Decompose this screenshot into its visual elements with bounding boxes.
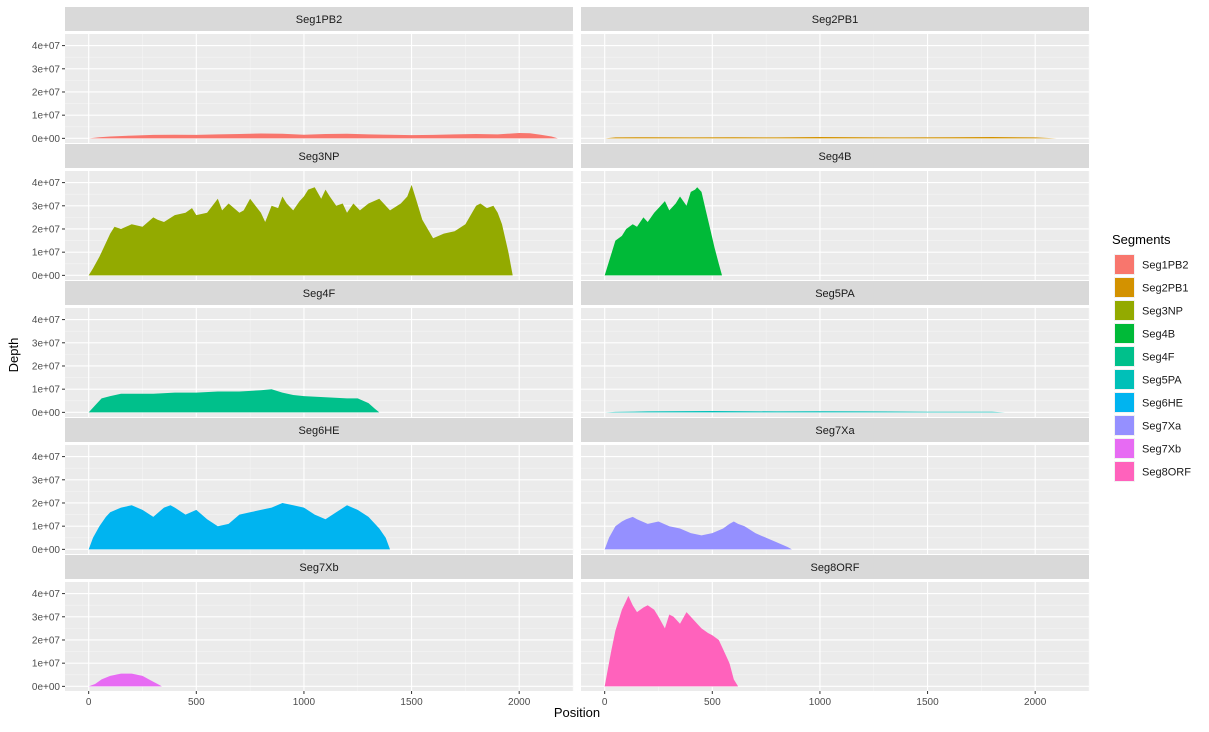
facet-strip-label: Seg7Xb [299, 562, 338, 574]
facet-strip-label: Seg8ORF [811, 562, 860, 574]
legend-swatch [1115, 324, 1134, 343]
y-tick-label: 3e+07 [32, 64, 61, 75]
facet-strip [65, 418, 573, 442]
legend-label: Seg8ORF [1142, 467, 1191, 479]
y-tick-label: 4e+07 [32, 589, 61, 600]
y-tick-label: 2e+07 [32, 361, 61, 372]
legend-label: Seg7Xb [1142, 444, 1181, 456]
panel-background [581, 308, 1089, 417]
facet-strip-label: Seg3NP [299, 151, 340, 163]
y-tick-label: 0e+00 [32, 134, 61, 145]
area-Seg1PB2 [88, 133, 558, 139]
y-tick-label: 1e+07 [32, 659, 61, 670]
legend-label: Seg6HE [1142, 398, 1183, 410]
facet-strip [581, 144, 1089, 168]
x-tick-label: 1500 [400, 697, 423, 708]
legend-swatch [1115, 439, 1134, 458]
x-tick-label: 0 [602, 697, 608, 708]
facet-strip [581, 418, 1089, 442]
y-tick-label: 0e+00 [32, 271, 61, 282]
facet-strip-label: Seg6HE [299, 425, 340, 437]
area-Seg7Xa [604, 516, 792, 550]
y-tick-label: 2e+07 [32, 224, 61, 235]
facet-strip [581, 555, 1089, 579]
area-Seg7Xb [88, 673, 162, 687]
facet-strip-label: Seg1PB2 [296, 14, 342, 26]
y-tick-label: 1e+07 [32, 385, 61, 396]
y-tick-label: 0e+00 [32, 545, 61, 556]
facet-strip-label: Seg4F [303, 288, 336, 300]
facet-strip [65, 144, 573, 168]
legend-swatch [1115, 393, 1134, 412]
facet-strip-label: Seg7Xa [815, 425, 855, 437]
legend-label: Seg4B [1142, 329, 1175, 341]
legend-swatch [1115, 255, 1134, 274]
y-tick-label: 1e+07 [32, 111, 61, 122]
y-tick-label: 2e+07 [32, 87, 61, 98]
y-tick-label: 1e+07 [32, 248, 61, 259]
y-axis-title: Depth [6, 338, 21, 373]
area-Seg4B [604, 187, 722, 276]
panel-background [581, 34, 1089, 143]
y-tick-label: 4e+07 [32, 178, 61, 189]
legend-label: Seg4F [1142, 352, 1175, 364]
area-Seg5PA [604, 411, 1006, 413]
y-tick-label: 4e+07 [32, 452, 61, 463]
y-tick-label: 1e+07 [32, 522, 61, 533]
x-tick-label: 1500 [916, 697, 939, 708]
legend-swatch [1115, 301, 1134, 320]
y-tick-label: 0e+00 [32, 682, 61, 693]
y-tick-label: 0e+00 [32, 408, 61, 419]
legend-swatch [1115, 347, 1134, 366]
y-tick-label: 3e+07 [32, 201, 61, 212]
x-tick-label: 2000 [1024, 697, 1047, 708]
area-Seg6HE [88, 503, 390, 550]
x-tick-label: 500 [704, 697, 721, 708]
facet-strip [581, 281, 1089, 305]
x-tick-label: 1000 [809, 697, 832, 708]
area-Seg2PB1 [604, 137, 1057, 139]
facet-strip [581, 7, 1089, 31]
legend-label: Seg5PA [1142, 375, 1182, 387]
legend-swatch [1115, 370, 1134, 389]
x-axis-title: Position [554, 705, 600, 720]
x-tick-label: 500 [188, 697, 205, 708]
y-tick-label: 4e+07 [32, 41, 61, 52]
x-tick-label: 1000 [293, 697, 316, 708]
facet-strip-label: Seg2PB1 [812, 14, 858, 26]
x-tick-label: 2000 [508, 697, 531, 708]
panel-background [65, 582, 573, 691]
y-tick-label: 3e+07 [32, 338, 61, 349]
area-Seg8ORF [604, 595, 739, 687]
legend-swatch [1115, 462, 1134, 481]
y-tick-label: 4e+07 [32, 315, 61, 326]
area-Seg4F [88, 389, 380, 413]
facet-strip [65, 281, 573, 305]
area-Seg3NP [88, 184, 513, 276]
legend-label: Seg1PB2 [1142, 260, 1188, 272]
facet-strip-label: Seg5PA [815, 288, 855, 300]
legend-label: Seg3NP [1142, 306, 1183, 318]
legend-label: Seg7Xa [1142, 421, 1182, 433]
facet-strip [65, 555, 573, 579]
facet-strip [65, 7, 573, 31]
legend-label: Seg2PB1 [1142, 283, 1188, 295]
panel-background [65, 34, 573, 143]
legend-title: Segments [1112, 232, 1171, 247]
legend-swatch [1115, 278, 1134, 297]
y-tick-label: 2e+07 [32, 635, 61, 646]
y-tick-label: 2e+07 [32, 498, 61, 509]
x-tick-label: 0 [86, 697, 92, 708]
y-tick-label: 3e+07 [32, 612, 61, 623]
legend-swatch [1115, 416, 1134, 435]
y-tick-label: 3e+07 [32, 475, 61, 486]
facet-strip-label: Seg4B [818, 151, 851, 163]
